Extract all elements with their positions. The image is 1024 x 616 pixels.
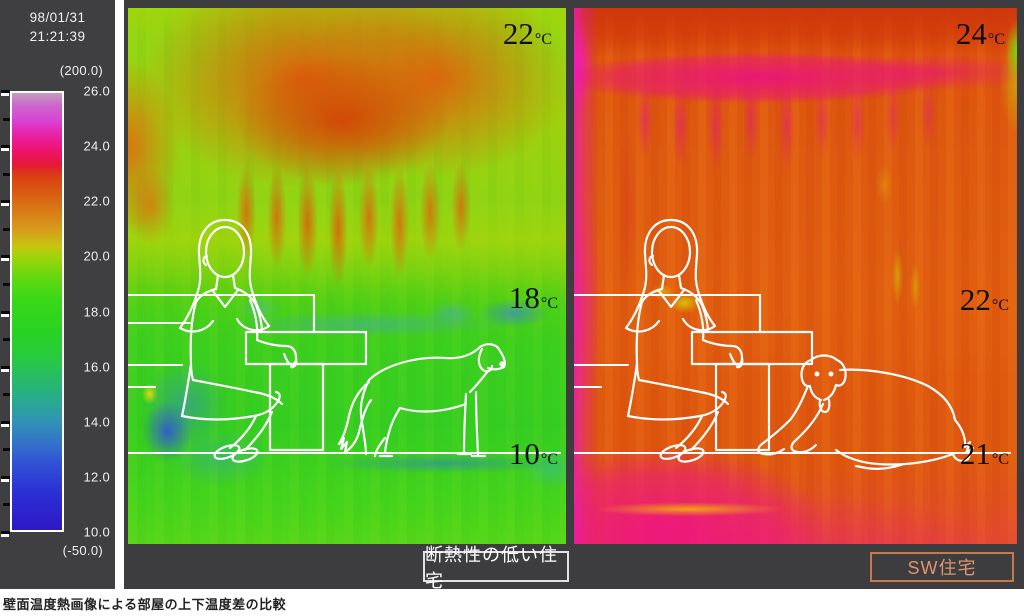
colorbar-tick-sub <box>1 313 9 317</box>
colorbar-ticks: 26.0 24.0 22.0 20.0 18.0 16.0 14.0 12.0 10.0 <box>1 84 110 540</box>
colorbar-tick <box>3 338 10 342</box>
colorbar-tick-sub <box>1 203 9 207</box>
temp-value: 21 <box>959 436 991 471</box>
thermal-image-sw-house: 24°C 22°C 21°C <box>574 8 1017 544</box>
woman-on-sofa-outline <box>624 218 814 466</box>
temp-label-midwall-left: 18°C <box>509 280 558 316</box>
colorbar-tick-label: 10.0 <box>83 524 110 540</box>
colorbar-tick-label: 22.0 <box>83 193 110 209</box>
colorbar-tick <box>1 90 10 93</box>
temp-unit: °C <box>540 451 558 468</box>
colorbar-tick-label: 26.0 <box>83 83 110 99</box>
caption-low-insulation-house: 断熱性の低い住宅 <box>423 545 569 591</box>
colorbar-tick <box>3 448 10 452</box>
colorbar-tick <box>3 393 10 397</box>
colorbar-tick-sub <box>1 423 9 427</box>
colorbar-tick-label: 20.0 <box>83 248 110 264</box>
colorbar-tick-label: 16.0 <box>83 359 110 375</box>
colorbar-tick-label: 24.0 <box>83 138 110 154</box>
temp-unit: °C <box>540 295 558 312</box>
colorbar-tick <box>1 531 10 534</box>
woman-on-sofa-outline <box>178 218 368 466</box>
scale-lower-limit: (-50.0) <box>62 543 103 558</box>
temp-value: 22 <box>959 282 991 317</box>
temp-label-floor-left: 10°C <box>509 436 558 472</box>
temp-unit: °C <box>991 451 1009 468</box>
colorbar: 26.0 24.0 22.0 20.0 18.0 16.0 14.0 12.0 10.0 <box>1 84 110 540</box>
temp-label-midwall-right: 22°C <box>960 282 1009 318</box>
colorbar-tick-sub <box>1 534 9 537</box>
thermal-comparison-panel: 22°C 18°C 10°C <box>124 0 1024 591</box>
scale-sidebar: 98/01/31 21:21:39 (200.0) 26.0 24.0 22.0 20… <box>0 0 115 589</box>
colorbar-tick <box>1 255 10 259</box>
colorbar-tick-sub <box>1 478 9 482</box>
colorbar-tick-label: 12.0 <box>83 469 110 485</box>
colorbar-tick <box>3 227 10 231</box>
scene-outline-left <box>128 218 561 466</box>
colorbar-tick <box>1 145 10 149</box>
colorbar-tick <box>3 172 10 176</box>
temp-label-floor-right: 21°C <box>960 436 1009 472</box>
colorbar-tick-label: 18.0 <box>83 304 110 319</box>
timestamp-time: 21:21:39 <box>29 28 86 44</box>
timestamp: 98/01/31 21:21:39 <box>0 9 115 47</box>
colorbar-tick <box>3 503 10 507</box>
colorbar-tick <box>1 475 10 479</box>
temp-value: 10 <box>508 436 540 471</box>
thermal-image-low-insulation: 22°C 18°C 10°C <box>128 8 566 544</box>
dog-standing-outline <box>337 343 506 458</box>
temp-value: 22 <box>502 16 534 51</box>
dog-lying-outline <box>757 354 975 470</box>
temp-label-ceiling-left: 22°C <box>503 16 552 52</box>
temp-value: 24 <box>955 16 987 51</box>
colorbar-tick-sub <box>1 148 9 152</box>
temp-unit: °C <box>534 31 552 48</box>
scene-outline-right <box>574 218 1011 470</box>
colorbar-tick <box>1 310 10 314</box>
colorbar-tick-sub <box>1 368 9 372</box>
colorbar-tick-sub <box>1 258 9 262</box>
caption-text: SW住宅 <box>907 558 977 578</box>
colorbar-gradient <box>10 91 64 532</box>
colorbar-tick <box>1 365 10 369</box>
temp-value: 18 <box>508 280 540 315</box>
colorbar-tick-label: 14.0 <box>83 414 110 430</box>
timestamp-date: 98/01/31 <box>29 10 86 25</box>
caption-text: 断熱性の低い住宅 <box>425 544 558 591</box>
colorbar-tick <box>3 282 10 286</box>
colorbar-tick <box>1 420 10 424</box>
figure-caption: 壁面温度熱画像による部屋の上下温度差の比較 <box>3 597 287 612</box>
caption-sw-house: SW住宅 <box>870 552 1014 582</box>
colorbar-tick-sub <box>1 93 9 96</box>
colorbar-tick <box>1 200 10 204</box>
temp-unit: °C <box>991 297 1009 314</box>
scale-upper-limit: (200.0) <box>59 63 103 78</box>
colorbar-tick <box>3 117 10 121</box>
temp-unit: °C <box>987 31 1005 48</box>
temp-label-ceiling-right: 24°C <box>956 16 1005 52</box>
